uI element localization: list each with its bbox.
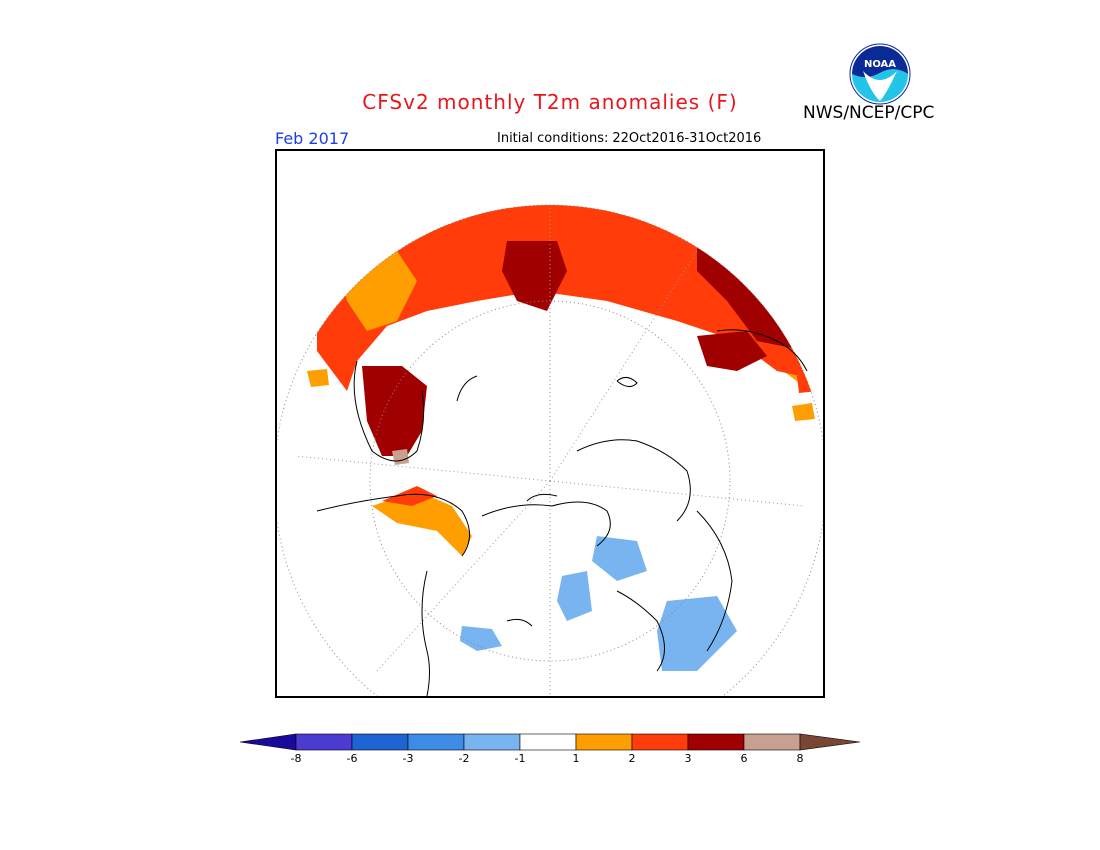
colorbar-tick: 1 [572, 752, 580, 765]
colorbar-tick: -8 [290, 752, 302, 765]
anomaly-region-tan-patch [392, 449, 409, 465]
colorbar-segment-6-3 [351, 733, 409, 751]
noaa-logo: NOAA [849, 43, 911, 105]
map-frame [275, 149, 825, 698]
anomaly-field [307, 205, 823, 671]
map-title: CFSv2 monthly T2m anomalies (F) [362, 90, 738, 114]
colorbar-tick: 6 [740, 752, 748, 765]
colorbar-tick: -6 [346, 752, 358, 765]
anomaly-region-orange-small-1 [307, 369, 329, 387]
colorbar-segment-neutral [519, 733, 577, 751]
logo-text: NOAA [864, 59, 896, 70]
initial-conditions-value: 22Oct2016-31Oct2016 [612, 131, 762, 146]
polar-map [277, 204, 823, 696]
colorbar-segment-2-1 [463, 733, 521, 751]
colorbar-segment-above-8 [799, 733, 861, 751]
colorbar-segment-6-8 [743, 733, 801, 751]
colorbar-tick: 8 [796, 752, 804, 765]
agency-label: NWS/NCEP/CPC [803, 103, 935, 123]
anomaly-region-blue-centralcanada [557, 571, 592, 621]
colorbar-segment-8-6 [295, 733, 353, 751]
colorbar-tick: -2 [458, 752, 470, 765]
meridians [294, 205, 805, 696]
latitude-circle-inner [369, 300, 731, 662]
colorbar-segment-1-2 [575, 733, 633, 751]
anomaly-region-blue-canada [592, 536, 647, 581]
latitude-circle-outer [277, 204, 823, 696]
colorbar [239, 733, 862, 755]
initial-conditions-label: Initial conditions: [497, 131, 609, 146]
colorbar-segment-2-3 [631, 733, 689, 751]
colorbar-segment-below-8 [239, 733, 297, 751]
anomaly-region-red-alaska [382, 486, 437, 506]
colorbar-segment-3-6 [687, 733, 745, 751]
colorbar-tick: 3 [684, 752, 692, 765]
coastlines [316, 329, 808, 696]
colorbar-tick: 2 [628, 752, 636, 765]
anomaly-region-orange-small-2 [792, 403, 815, 421]
colorbar-svg [239, 733, 861, 751]
anomaly-region-red-small [797, 373, 819, 393]
anomaly-region-darkred-central [502, 241, 567, 311]
colorbar-tick: -3 [402, 752, 414, 765]
anomaly-region-blue-southeast [657, 596, 737, 671]
colorbar-segment-3-2 [407, 733, 465, 751]
anomaly-region-darkred-greenland [362, 366, 427, 456]
anomaly-region-orange-alaska [372, 491, 472, 556]
colorbar-tick: -1 [514, 752, 526, 765]
anomaly-region-blue-west [460, 626, 502, 651]
forecast-month: Feb 2017 [275, 129, 350, 148]
anomaly-region-darkred-east [697, 331, 767, 371]
initial-conditions: Initial conditions: 22Oct2016-31Oct2016 [497, 131, 761, 146]
